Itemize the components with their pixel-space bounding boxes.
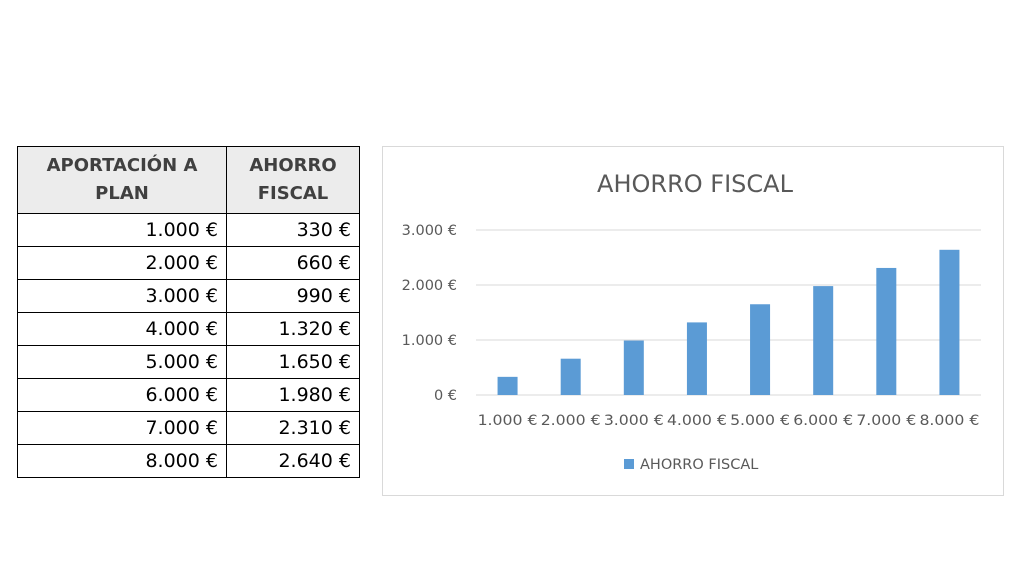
x-tick-label: 8.000 €: [919, 413, 979, 429]
savings-table: APORTACIÓN A PLAN AHORRO FISCAL 1.000 €330…: [17, 146, 360, 478]
y-tick-label: 2.000 €: [402, 278, 457, 294]
y-tick-label: 3.000 €: [402, 223, 457, 239]
cell-ahorro: 1.980 €: [226, 378, 360, 412]
bar-chart: AHORRO FISCAL 0 €1.000 €2.000 €3.000 € 1…: [402, 170, 981, 473]
cell-ahorro: 660 €: [226, 246, 360, 280]
y-tick-label: 0 €: [434, 388, 457, 404]
x-tick-label: 2.000 €: [541, 413, 601, 429]
bar: [939, 249, 960, 395]
cell-aportacion: 8.000 €: [17, 444, 227, 478]
table-row: 1.000 €330 €: [17, 213, 360, 247]
x-tick-label: 5.000 €: [730, 413, 790, 429]
chart-title: AHORRO FISCAL: [597, 170, 794, 198]
table-header-row: APORTACIÓN A PLAN AHORRO FISCAL: [17, 146, 360, 214]
cell-ahorro: 1.320 €: [226, 312, 360, 346]
x-tick-label: 6.000 €: [793, 413, 853, 429]
cell-aportacion: 4.000 €: [17, 312, 227, 346]
legend-swatch: [624, 459, 634, 469]
bar: [497, 376, 518, 395]
bar: [623, 340, 644, 395]
cell-aportacion: 7.000 €: [17, 411, 227, 445]
legend: AHORRO FISCAL: [624, 457, 758, 473]
y-tick-labels: 0 € 1.000 € 2.000 € 3.000 €: [402, 223, 457, 404]
bar: [686, 322, 707, 395]
bars: [497, 249, 960, 395]
table-row: 7.000 €2.310 €: [17, 411, 360, 445]
cell-aportacion: 3.000 €: [17, 279, 227, 313]
header-aportacion: APORTACIÓN A PLAN: [17, 146, 227, 214]
x-tick-label: 1.000 €: [478, 413, 538, 429]
x-tick-labels: 1.000 €2.000 €3.000 €4.000 €5.000 €6.000…: [478, 413, 980, 429]
cell-aportacion: 1.000 €: [17, 213, 227, 247]
table-row: 2.000 €660 €: [17, 246, 360, 280]
bar: [876, 267, 897, 395]
cell-ahorro: 1.650 €: [226, 345, 360, 379]
gridlines: [476, 229, 981, 396]
legend-label: AHORRO FISCAL: [640, 457, 758, 473]
bar: [750, 304, 771, 395]
table-row: 6.000 €1.980 €: [17, 378, 360, 412]
table-row: 5.000 €1.650 €: [17, 345, 360, 379]
table-row: 3.000 €990 €: [17, 279, 360, 313]
chart-frame: AHORRO FISCAL 0 €1.000 €2.000 €3.000 € 1…: [382, 146, 1004, 496]
cell-aportacion: 6.000 €: [17, 378, 227, 412]
cell-ahorro: 2.640 €: [226, 444, 360, 478]
table-row: 4.000 €1.320 €: [17, 312, 360, 346]
x-tick-label: 4.000 €: [667, 413, 727, 429]
x-tick-label: 3.000 €: [604, 413, 664, 429]
cell-aportacion: 2.000 €: [17, 246, 227, 280]
y-tick-label: 1.000 €: [402, 333, 457, 349]
x-tick-label: 7.000 €: [856, 413, 916, 429]
bar: [813, 286, 834, 395]
bar: [560, 358, 581, 395]
table-row: 8.000 €2.640 €: [17, 444, 360, 478]
cell-ahorro: 990 €: [226, 279, 360, 313]
cell-ahorro: 330 €: [226, 213, 360, 247]
table-body: 1.000 €330 €2.000 €660 €3.000 €990 €4.00…: [17, 213, 360, 478]
cell-aportacion: 5.000 €: [17, 345, 227, 379]
header-ahorro: AHORRO FISCAL: [226, 146, 360, 214]
cell-ahorro: 2.310 €: [226, 411, 360, 445]
